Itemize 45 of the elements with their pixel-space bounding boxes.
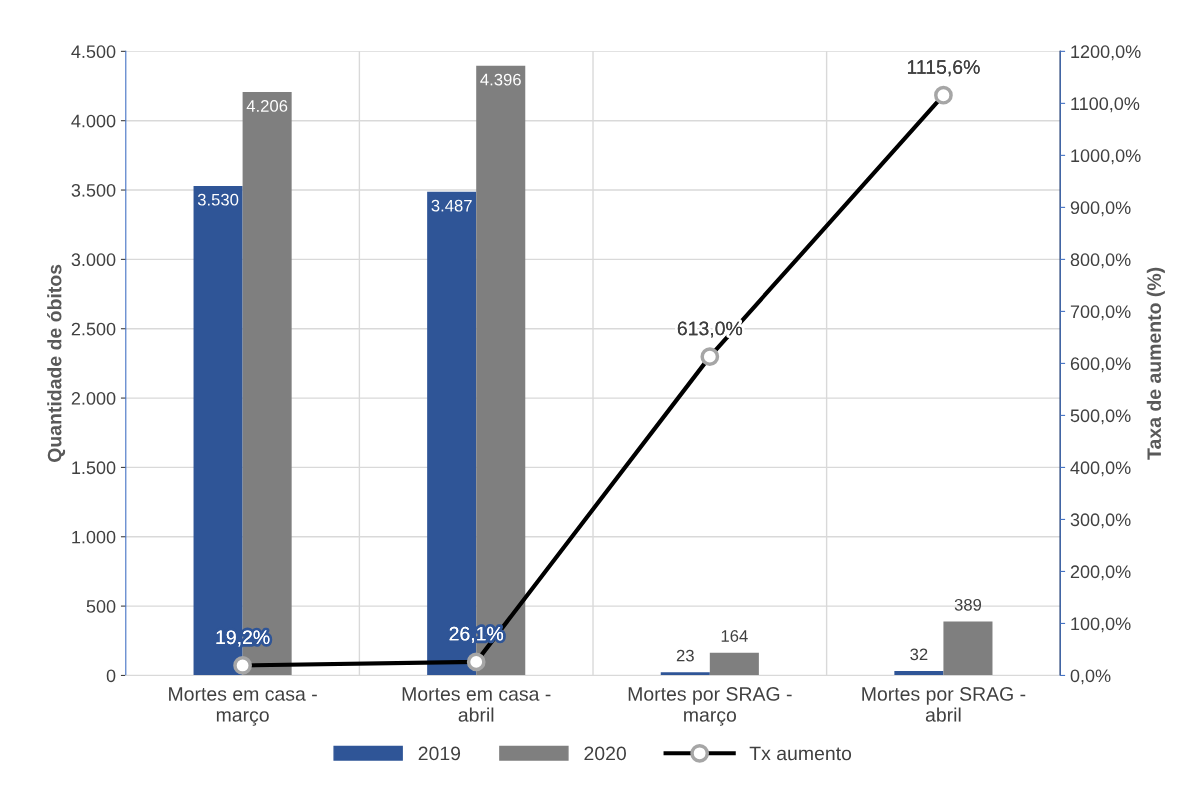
- y-tick-label: 1.500: [72, 461, 116, 475]
- y2-tick-label: 1000,0%: [1071, 149, 1141, 165]
- y2-tick-label: 600,0%: [1070, 357, 1131, 373]
- y2-axis-title: Taxa de aumento (%): [1146, 267, 1165, 460]
- y2-tick-label: 300,0%: [1070, 513, 1131, 529]
- data-label: 1115,6%: [907, 60, 980, 77]
- x-tick-label: Mortes por SRAG - abril: [862, 687, 1026, 722]
- legend-label: 2019: [418, 746, 461, 761]
- y-tick-label: 4.000: [71, 114, 116, 128]
- data-label: 32: [910, 648, 928, 661]
- bar: [894, 671, 944, 676]
- y-tick-label: 500: [86, 600, 116, 613]
- bar: [943, 621, 993, 676]
- y2-tick-label: 200,0%: [1070, 565, 1131, 581]
- y2-tick-label: 1100,0%: [1071, 97, 1140, 113]
- y-tick-label: 2.500: [71, 322, 116, 336]
- y2-tick-label: 100,0%: [1071, 617, 1131, 633]
- data-label: 164: [721, 630, 748, 642]
- y-tick-label: 3.000: [71, 253, 116, 267]
- data-label: 23: [676, 649, 694, 662]
- y2-tick-label: 1200,0%: [1071, 45, 1141, 61]
- y-tick-label: 1.000: [72, 530, 116, 544]
- y-tick-label: 2.000: [71, 392, 116, 405]
- data-label: 4.396: [480, 73, 521, 86]
- data-label: 3.487: [431, 199, 472, 212]
- legend-label: Tx aumento: [749, 746, 852, 761]
- data-label: 3.530: [197, 193, 239, 206]
- bar: [709, 652, 759, 676]
- x-tick-label: Mortes por SRAG - março: [628, 687, 792, 726]
- x-tick-label: Mortes em casa - março: [169, 687, 317, 726]
- y-tick-label: 0: [106, 669, 116, 683]
- y2-tick-label: 800,0%: [1070, 253, 1131, 269]
- x-tick-label: Mortes em casa - abril: [402, 687, 551, 722]
- bar: [660, 672, 710, 676]
- y-tick-label: 3.500: [71, 183, 116, 197]
- data-label: 389: [954, 598, 982, 611]
- y2-tick-label: 0,0%: [1070, 669, 1111, 685]
- data-label: 4.206: [246, 100, 288, 112]
- y-tick-label: 4.500: [71, 45, 116, 59]
- y2-tick-label: 900,0%: [1070, 201, 1131, 217]
- legend-label: 2020: [584, 746, 626, 761]
- y2-tick-label: 700,0%: [1070, 305, 1131, 321]
- y-axis-title: Quantidade de óbitos: [47, 264, 66, 462]
- y2-tick-label: 500,0%: [1070, 409, 1131, 425]
- y2-tick-label: 400,0%: [1070, 461, 1131, 477]
